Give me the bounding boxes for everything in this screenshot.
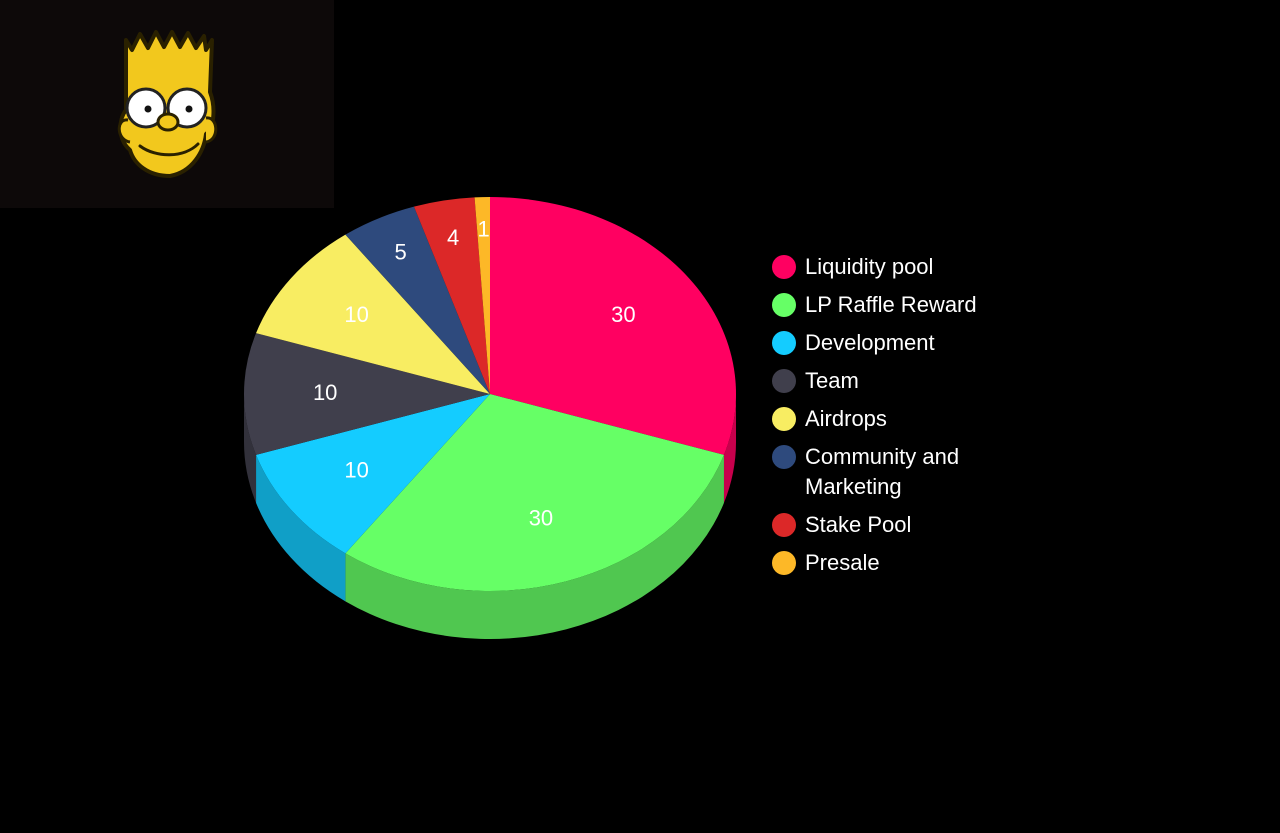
legend-swatch — [772, 369, 796, 393]
pie-data-labels: 30 30 10 10 10 5 4 1 — [313, 216, 636, 530]
bart-simpson-face-icon — [117, 30, 218, 178]
legend-swatch — [772, 445, 796, 469]
legend-item-airdrops[interactable]: Airdrops — [772, 404, 1032, 434]
legend-item-stake-pool[interactable]: Stake Pool — [772, 510, 1032, 540]
legend-swatch — [772, 293, 796, 317]
data-label-community-and-marketing: 5 — [395, 239, 407, 264]
pie-sides — [244, 394, 736, 640]
legend-item-liquidity-pool[interactable]: Liquidity pool — [772, 252, 1032, 282]
legend-swatch — [772, 551, 796, 575]
data-label-presale: 1 — [477, 216, 489, 241]
pie-slice-team[interactable] — [244, 333, 490, 455]
legend-item-team[interactable]: Team — [772, 366, 1032, 396]
pie-slice-development[interactable] — [256, 394, 490, 554]
legend-swatch — [772, 513, 796, 537]
data-label-stake-pool: 4 — [447, 225, 459, 250]
pie-side-development — [256, 454, 346, 602]
legend-label: Liquidity pool — [805, 254, 934, 279]
data-label-development: 10 — [344, 457, 368, 482]
legend-item-development[interactable]: Development — [772, 328, 1032, 358]
legend-swatch — [772, 407, 796, 431]
legend-label: Airdrops — [805, 406, 887, 431]
pie-slice-airdrops[interactable] — [256, 234, 490, 394]
pie-slice-liquidity-pool[interactable] — [490, 197, 736, 455]
legend-label: Development — [805, 330, 935, 355]
pie-slices — [244, 197, 736, 591]
legend-item-community-and-marketing[interactable]: Community and Marketing — [772, 442, 1032, 502]
legend-swatch — [772, 255, 796, 279]
legend-item-presale[interactable]: Presale — [772, 548, 1032, 578]
chart-legend: Liquidity pool LP Raffle Reward Developmen… — [772, 252, 1032, 586]
legend-label: Presale — [805, 550, 880, 575]
pie-slice-community-and-marketing[interactable] — [345, 206, 490, 394]
data-label-lp-raffle-reward: 30 — [529, 505, 553, 530]
pie-slice-stake-pool[interactable] — [413, 197, 490, 394]
pie-side-team — [244, 394, 257, 503]
data-label-airdrops: 10 — [344, 302, 368, 327]
pie-slice-presale[interactable] — [474, 197, 490, 394]
legend-label: Stake Pool — [805, 512, 912, 537]
legend-swatch — [772, 331, 796, 355]
logo-panel — [0, 0, 334, 208]
legend-label: Community and Marketing — [805, 444, 960, 499]
pie-side-liquidity-pool — [723, 394, 736, 503]
data-label-team: 10 — [313, 380, 337, 405]
legend-label: LP Raffle Reward — [805, 292, 977, 317]
legend-label: Team — [805, 368, 859, 393]
pie-slice-lp-raffle-reward[interactable] — [345, 394, 724, 591]
data-label-liquidity-pool: 30 — [611, 302, 635, 327]
pie-side-lp-raffle-reward — [345, 454, 724, 640]
legend-item-lp-raffle-reward[interactable]: LP Raffle Reward — [772, 290, 1032, 320]
